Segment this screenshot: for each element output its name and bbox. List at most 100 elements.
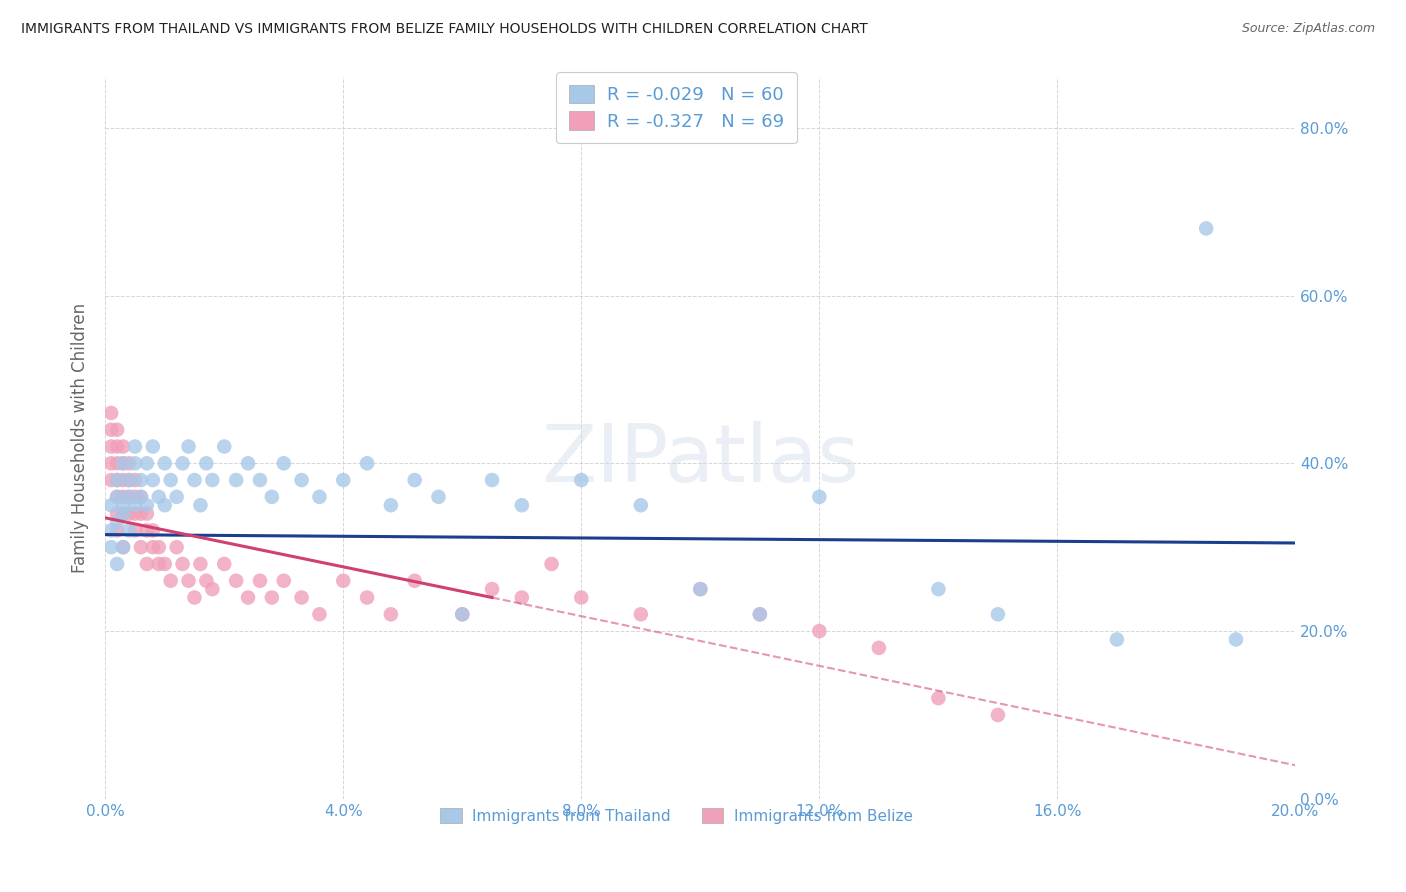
- Point: [100, 406, 122, 420]
- Point: [105, 473, 128, 487]
- Point: [118, 473, 141, 487]
- Point: [105, 456, 128, 470]
- Point: [510, 498, 533, 512]
- Point: [236, 591, 259, 605]
- Point: [689, 582, 711, 596]
- Point: [177, 440, 200, 454]
- Point: [987, 607, 1010, 622]
- Point: [195, 456, 218, 470]
- Point: [481, 582, 503, 596]
- Text: ZIPatlas: ZIPatlas: [541, 421, 859, 499]
- Point: [569, 591, 592, 605]
- Point: [451, 607, 474, 622]
- Point: [404, 473, 426, 487]
- Point: [142, 440, 165, 454]
- Point: [105, 440, 128, 454]
- Point: [236, 456, 259, 470]
- Point: [356, 591, 378, 605]
- Point: [249, 574, 271, 588]
- Point: [153, 456, 176, 470]
- Point: [225, 574, 247, 588]
- Point: [249, 473, 271, 487]
- Point: [100, 456, 122, 470]
- Point: [927, 582, 949, 596]
- Point: [100, 473, 122, 487]
- Point: [124, 440, 146, 454]
- Point: [105, 507, 128, 521]
- Point: [135, 456, 157, 470]
- Point: [118, 490, 141, 504]
- Point: [1195, 221, 1218, 235]
- Point: [100, 498, 122, 512]
- Point: [987, 708, 1010, 723]
- Point: [260, 490, 283, 504]
- Point: [808, 490, 831, 504]
- Point: [105, 490, 128, 504]
- Point: [868, 640, 890, 655]
- Text: Source: ZipAtlas.com: Source: ZipAtlas.com: [1241, 22, 1375, 36]
- Point: [112, 507, 135, 521]
- Point: [124, 498, 146, 512]
- Point: [135, 524, 157, 538]
- Point: [129, 490, 152, 504]
- Point: [748, 607, 770, 622]
- Point: [1105, 632, 1128, 647]
- Point: [100, 440, 122, 454]
- Point: [356, 456, 378, 470]
- Point: [451, 607, 474, 622]
- Point: [427, 490, 450, 504]
- Point: [112, 540, 135, 554]
- Point: [129, 540, 152, 554]
- Point: [201, 473, 224, 487]
- Point: [129, 490, 152, 504]
- Point: [308, 607, 330, 622]
- Point: [124, 524, 146, 538]
- Point: [118, 473, 141, 487]
- Point: [153, 498, 176, 512]
- Legend: Immigrants from Thailand, Immigrants from Belize: Immigrants from Thailand, Immigrants fro…: [430, 797, 924, 835]
- Point: [380, 607, 402, 622]
- Point: [166, 490, 188, 504]
- Point: [260, 591, 283, 605]
- Point: [201, 582, 224, 596]
- Point: [112, 507, 135, 521]
- Point: [105, 515, 128, 529]
- Point: [332, 574, 354, 588]
- Point: [118, 507, 141, 521]
- Point: [135, 557, 157, 571]
- Point: [112, 498, 135, 512]
- Point: [112, 456, 135, 470]
- Point: [129, 473, 152, 487]
- Point: [510, 591, 533, 605]
- Point: [105, 473, 128, 487]
- Point: [100, 423, 122, 437]
- Point: [172, 456, 194, 470]
- Point: [380, 498, 402, 512]
- Point: [630, 607, 652, 622]
- Point: [148, 540, 170, 554]
- Point: [153, 557, 176, 571]
- Point: [112, 456, 135, 470]
- Point: [190, 498, 212, 512]
- Point: [195, 574, 218, 588]
- Point: [540, 557, 562, 571]
- Point: [166, 540, 188, 554]
- Point: [112, 490, 135, 504]
- Point: [112, 440, 135, 454]
- Point: [689, 582, 711, 596]
- Point: [118, 524, 141, 538]
- Text: IMMIGRANTS FROM THAILAND VS IMMIGRANTS FROM BELIZE FAMILY HOUSEHOLDS WITH CHILDR: IMMIGRANTS FROM THAILAND VS IMMIGRANTS F…: [21, 22, 868, 37]
- Point: [212, 557, 235, 571]
- Point: [927, 691, 949, 706]
- Point: [142, 524, 165, 538]
- Point: [105, 557, 128, 571]
- Point: [105, 524, 128, 538]
- Point: [135, 498, 157, 512]
- Point: [183, 473, 205, 487]
- Point: [177, 574, 200, 588]
- Point: [124, 507, 146, 521]
- Point: [124, 456, 146, 470]
- Point: [148, 490, 170, 504]
- Point: [159, 473, 181, 487]
- Point: [212, 440, 235, 454]
